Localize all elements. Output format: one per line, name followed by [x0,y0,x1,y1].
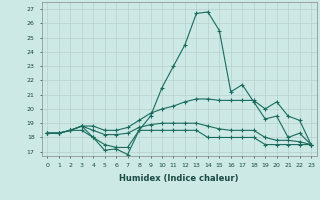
X-axis label: Humidex (Indice chaleur): Humidex (Indice chaleur) [119,174,239,183]
